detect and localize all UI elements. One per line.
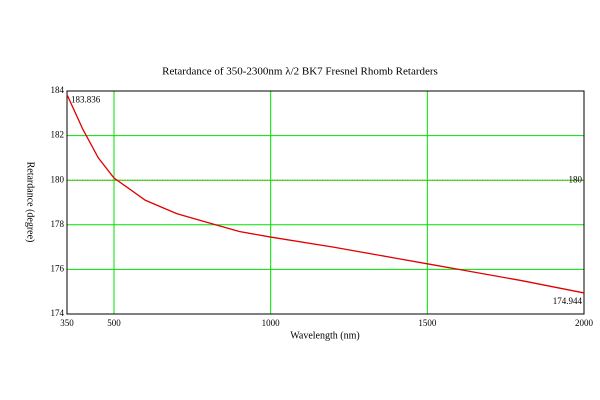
x-tick-label: 1000 [262, 318, 281, 328]
y-tick-label: 182 [51, 130, 65, 140]
chart-title: Retardance of 350-2300nm λ/2 BK7 Fresnel… [162, 66, 438, 78]
y-tick-label: 178 [51, 219, 65, 229]
data-label: 174.944 [553, 296, 583, 306]
y-axis-label: Retardance (degree) [25, 162, 36, 243]
x-tick-label: 2000 [575, 318, 594, 328]
plot-frame [66, 90, 585, 315]
y-tick-label: 174 [51, 308, 65, 318]
y-tick-label: 176 [51, 263, 65, 273]
x-tick-label: 500 [107, 318, 121, 328]
y-tick-label: 184 [51, 85, 65, 95]
y-tick-label: 180 [51, 174, 65, 184]
data-line [66, 94, 585, 294]
x-tick-label: 1500 [418, 318, 437, 328]
reference-label: 180 [569, 174, 583, 184]
x-axis-label: Wavelength (nm) [290, 330, 359, 341]
x-tick-label: 350 [60, 318, 74, 328]
data-label: 183.836 [71, 95, 101, 105]
